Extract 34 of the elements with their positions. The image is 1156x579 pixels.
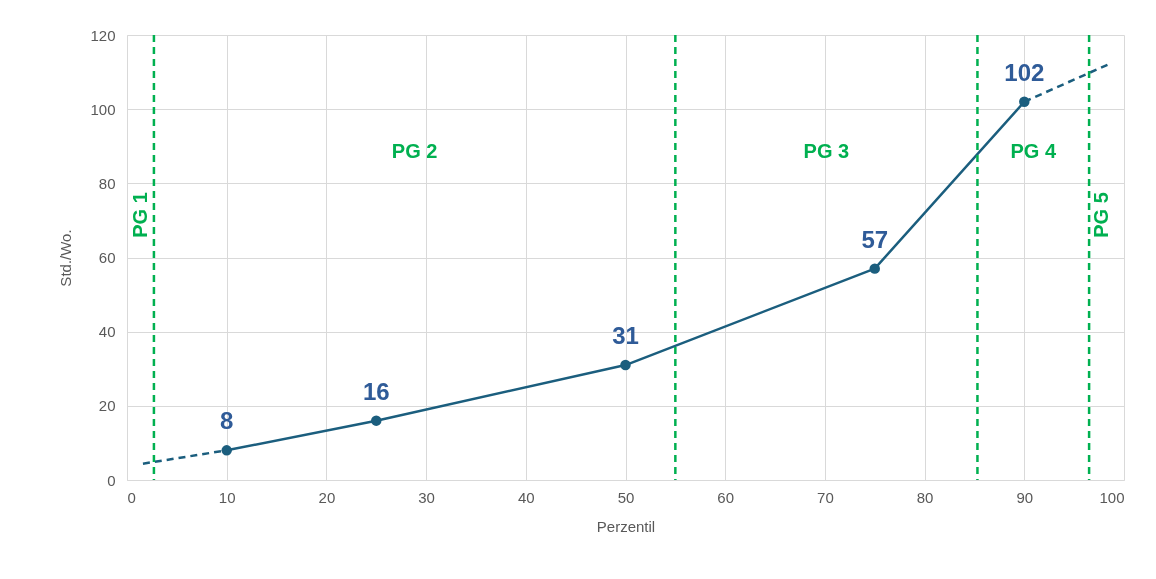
x-tick-label: 90: [1016, 488, 1034, 506]
y-tick-label: 0: [107, 471, 116, 489]
x-axis-title: Perzentil: [596, 517, 656, 535]
x-tick-label: 20: [318, 488, 336, 506]
point: [620, 359, 631, 371]
annotation: PG 3: [803, 140, 850, 162]
data-label: 16: [362, 377, 390, 405]
y-tick-label: 60: [98, 249, 116, 266]
data-label: 31: [612, 322, 639, 350]
x-tick-label: 30: [418, 488, 435, 506]
x-tick-label: 10: [218, 488, 236, 506]
point: [221, 445, 232, 456]
ref-line-label: PG 5: [1090, 192, 1113, 238]
data-label: 102: [1004, 58, 1045, 86]
x-tick-label: 80: [916, 488, 934, 506]
point: [869, 263, 880, 274]
point: [371, 415, 382, 426]
annotation: PG 4: [1010, 140, 1057, 162]
x-tick-label: 40: [517, 488, 535, 506]
y-tick-label: 40: [98, 323, 116, 341]
x-tick-label: 60: [717, 488, 735, 506]
annotation: PG 2: [391, 140, 438, 162]
y-axis-title: Std./Wo.: [57, 229, 75, 287]
ref-line-label: PG 1: [128, 192, 151, 238]
data-label: 8: [220, 407, 234, 435]
y-tick-label: 80: [98, 174, 116, 192]
data-label: 57: [861, 225, 889, 253]
x-tick-label: 70: [817, 488, 834, 506]
y-tick-label: 20: [98, 397, 116, 415]
y-tick-label: 120: [90, 26, 116, 44]
x-tick-label: 50: [617, 488, 635, 506]
x-tick-label: 0: [127, 488, 136, 506]
x-tick-label: 100: [1099, 488, 1125, 506]
y-tick-label: 100: [90, 100, 116, 118]
